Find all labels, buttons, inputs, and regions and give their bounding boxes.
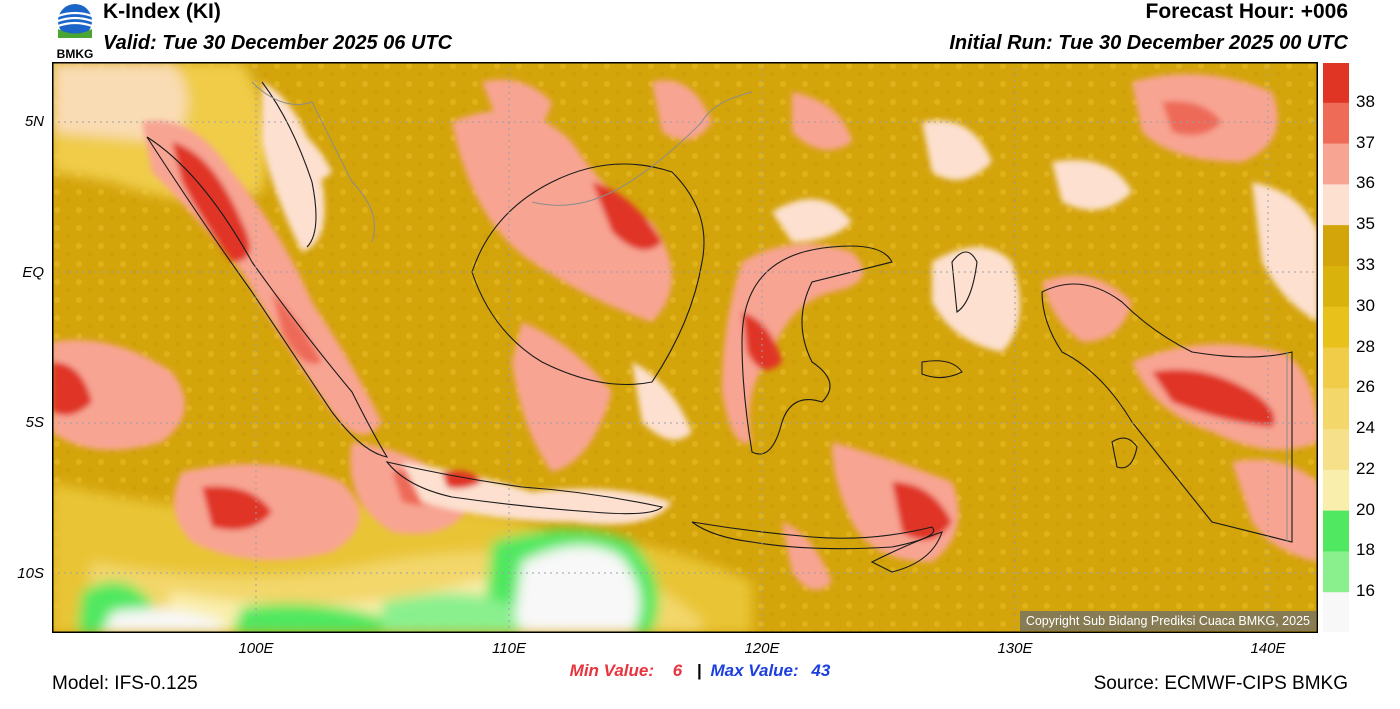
min-value-label: Min Value: [569, 661, 655, 680]
lon-label-100e: 100E [238, 640, 274, 657]
colorbar-label: 24 [1356, 418, 1375, 438]
lon-label-120e: 120E [744, 640, 780, 657]
colorbar-label: 35 [1356, 214, 1375, 234]
min-max-values: Min Value: 6 | Max Value: 43 [0, 661, 1400, 681]
lat-label-10s: 10S [17, 565, 44, 582]
lon-label-140e: 140E [1250, 640, 1286, 657]
timor-outline [870, 531, 943, 573]
colorbar-segment [1322, 143, 1350, 185]
colorbar-segment [1322, 306, 1350, 348]
colorbar-segment [1322, 388, 1350, 430]
bmkg-logo: BMKG [52, 2, 98, 61]
colorbar-label: 37 [1356, 132, 1375, 152]
k-index-map[interactable] [52, 62, 1318, 633]
page-title: K-Index (KI) [103, 0, 221, 23]
initial-run: Initial Run: Tue 30 December 2025 00 UTC [949, 32, 1348, 54]
colorbar [1322, 62, 1350, 633]
colorbar-segment [1322, 469, 1350, 512]
high-index-patches [52, 74, 1318, 590]
bmkg-logo-text: BMKG [57, 47, 94, 60]
nusa-tenggara-outline [691, 521, 935, 550]
lat-label-5n: 5N [24, 113, 44, 130]
max-value: 43 [811, 661, 831, 680]
colorbar-segment [1322, 551, 1350, 593]
colorbar-label: 18 [1356, 540, 1375, 560]
colorbar-segment [1322, 510, 1350, 552]
colorbar-segment [1322, 62, 1350, 104]
java-outline [385, 461, 664, 515]
colorbar-segment [1322, 592, 1350, 633]
lat-label-eq: EQ [22, 264, 44, 281]
sumatra-outline [146, 136, 389, 458]
colorbar-segment [1322, 225, 1350, 267]
gridlines [52, 62, 1318, 633]
halmahera-outline [951, 251, 978, 313]
colorbar-label: 16 [1356, 581, 1375, 601]
borders [251, 81, 1288, 542]
colorbar-label: 38 [1356, 91, 1375, 111]
colorbar-label: 33 [1356, 254, 1375, 274]
min-value: 6 [672, 661, 683, 680]
colorbar-segment [1322, 429, 1350, 471]
colorbar-label: 30 [1356, 295, 1375, 315]
forecast-hour: Forecast Hour: +006 [1145, 0, 1349, 23]
bmkg-logo-icon: BMKG [57, 4, 94, 61]
lat-label-5s: 5S [25, 414, 44, 431]
model-info: Model: IFS-0.125 [52, 673, 198, 694]
papua-outline [1041, 283, 1293, 543]
lon-label-110e: 110E [492, 640, 526, 657]
colorbar-segment [1322, 347, 1350, 389]
borneo-outline [471, 163, 705, 386]
malay-peninsula-outline [261, 81, 317, 248]
copyright-note: Copyright Sub Bidang Prediksi Cuaca BMKG… [1019, 611, 1316, 631]
source-info: Source: ECMWF-CIPS BMKG [1093, 673, 1348, 694]
colorbar-label: 20 [1356, 499, 1375, 519]
coastlines [146, 81, 1293, 573]
max-value-label: Max Value: [710, 661, 799, 680]
valid-time: Valid: Tue 30 December 2025 06 UTC [103, 32, 453, 54]
sulawesi-outline [741, 245, 893, 455]
lon-label-130e: 130E [997, 640, 1033, 657]
colorbar-segment [1322, 265, 1350, 308]
colorbar-label: 28 [1356, 336, 1375, 356]
map-frame [52, 62, 1318, 633]
aru-outline [1111, 437, 1138, 469]
colorbar-label: 36 [1356, 173, 1375, 193]
colorbar-label: 22 [1356, 458, 1375, 478]
southern-low-region [52, 482, 752, 633]
seram-outline [921, 360, 963, 379]
colorbar-segment [1322, 184, 1350, 226]
min-max-separator: | [696, 661, 702, 680]
colorbar-segment [1322, 102, 1350, 145]
colorbar-label: 26 [1356, 377, 1375, 397]
